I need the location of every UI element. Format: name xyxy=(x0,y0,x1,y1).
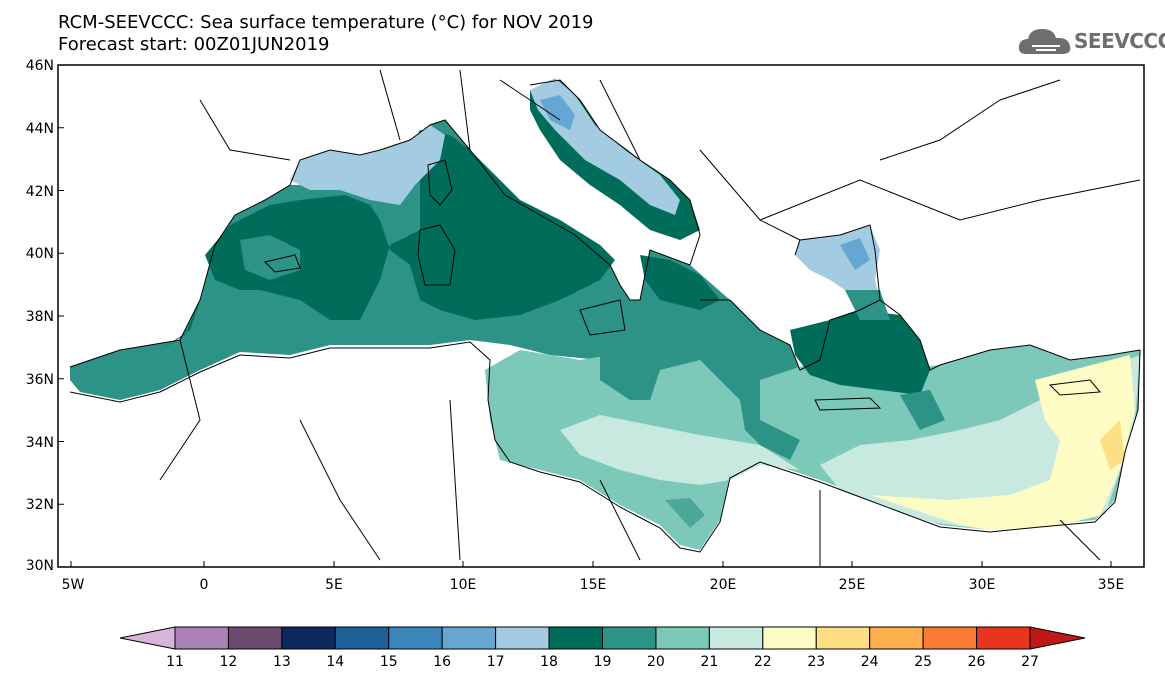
colorbar-tick-label: 16 xyxy=(433,654,451,670)
corsica xyxy=(427,159,453,206)
colorbar-bin xyxy=(334,626,390,650)
colorbar-tick-label: 23 xyxy=(807,654,825,670)
colorbar-tick-label: 19 xyxy=(594,654,612,670)
levant-coast xyxy=(1124,349,1141,453)
crete xyxy=(814,397,882,411)
ionian-20 xyxy=(600,300,800,460)
colorbar-tick-label: 17 xyxy=(487,654,505,670)
colorbar-tick-label: 22 xyxy=(754,654,772,670)
north-africa-coast xyxy=(69,341,1126,553)
levantine-24 xyxy=(1100,420,1125,470)
colorbar-tick-label: 11 xyxy=(166,654,184,670)
colorbar-bin xyxy=(602,626,657,650)
colorbar-tick-label: 13 xyxy=(273,654,291,670)
colorbar-tick-label: 12 xyxy=(220,654,238,670)
colorbar-tick-label: 14 xyxy=(326,654,344,670)
colorbar-tick-label: 26 xyxy=(968,654,986,670)
seevccc-logo: SEEVCCC xyxy=(1018,24,1165,58)
sicily xyxy=(579,299,626,336)
cloud-icon xyxy=(1018,29,1071,54)
tyrrhenian-19 xyxy=(205,130,615,320)
lon-label: 0 xyxy=(200,577,209,593)
colorbar-tick-label: 18 xyxy=(540,654,558,670)
colorbar-bin xyxy=(869,626,924,650)
levantine-23 xyxy=(870,355,1135,530)
colorbar-bin xyxy=(762,626,817,650)
colorbar-tick-label: 25 xyxy=(914,654,932,670)
colorbar-bin xyxy=(815,626,871,650)
lat-label: 40N xyxy=(26,246,54,262)
coastlines xyxy=(69,69,1141,566)
balkan-coast xyxy=(700,224,881,371)
colorbar-bin xyxy=(227,626,283,650)
anatolia-coast xyxy=(879,299,1141,371)
lon-label: 30E xyxy=(969,577,996,593)
colorbar-tick-label: 15 xyxy=(380,654,398,670)
axis-ticks xyxy=(58,64,1112,568)
lon-label: 5E xyxy=(325,577,343,593)
colorbar-tick-label: 27 xyxy=(1021,654,1039,670)
forecast-start: Forecast start: 00Z01JUN2019 xyxy=(58,34,330,55)
colorbar-bin xyxy=(548,626,603,650)
balearics xyxy=(264,254,301,273)
map-title: RCM-SEEVCCC: Sea surface temperature (°C… xyxy=(58,12,594,33)
colorbar-bin xyxy=(441,626,497,650)
colorbar-bin xyxy=(388,626,443,650)
inland-borders xyxy=(159,69,1141,566)
colorbar-bin xyxy=(174,626,229,650)
logo-text: SEEVCCC xyxy=(1074,29,1165,53)
lat-label: 30N xyxy=(26,558,54,574)
lat-label: 38N xyxy=(26,309,54,325)
lon-label: 25E xyxy=(839,577,866,593)
lat-label: 46N xyxy=(26,58,54,74)
lon-label: 20E xyxy=(710,577,737,593)
colorbar-over-triangle xyxy=(1029,626,1086,650)
lat-labels: 46N 44N 42N 40N 38N 36N 34N 32N 30N xyxy=(26,58,54,574)
colorbar-tick-label: 21 xyxy=(700,654,718,670)
cyprus xyxy=(1048,379,1102,396)
colorbar-bin xyxy=(655,626,710,650)
colorbar-tick-label: 24 xyxy=(861,654,879,670)
colorbar-bin xyxy=(281,626,336,650)
colorbar-bin xyxy=(976,626,1031,650)
ionian-21 xyxy=(660,360,740,420)
lat-label: 44N xyxy=(26,121,54,137)
lat-label: 36N xyxy=(26,372,54,388)
colorbar-bin xyxy=(495,626,550,650)
lon-label: 35E xyxy=(1098,577,1125,593)
lat-label: 32N xyxy=(26,497,54,513)
lon-labels: 5W 0 5E 10E 15E 20E 25E 30E 35E xyxy=(62,577,1125,593)
libyan-22 xyxy=(560,415,800,485)
lon-label: 5W xyxy=(62,577,85,593)
lon-label: 10E xyxy=(450,577,477,593)
sardinia xyxy=(417,224,456,286)
colorbar: 11 12 13 14 15 16 17 18 19 20 21 22 23 24 25 26 27 xyxy=(119,626,1086,670)
colorbar-tick-label: 20 xyxy=(647,654,665,670)
european-coast xyxy=(69,79,701,368)
colorbar-under-triangle xyxy=(119,626,176,650)
colorbar-bin xyxy=(922,626,978,650)
colorbar-bin xyxy=(708,626,764,650)
lat-label: 42N xyxy=(26,184,54,200)
gulf-of-lion-18 xyxy=(290,125,445,205)
lon-label: 15E xyxy=(580,577,607,593)
lat-label: 34N xyxy=(26,435,54,451)
aegean-19 xyxy=(790,310,930,395)
sst-field xyxy=(58,65,1144,567)
